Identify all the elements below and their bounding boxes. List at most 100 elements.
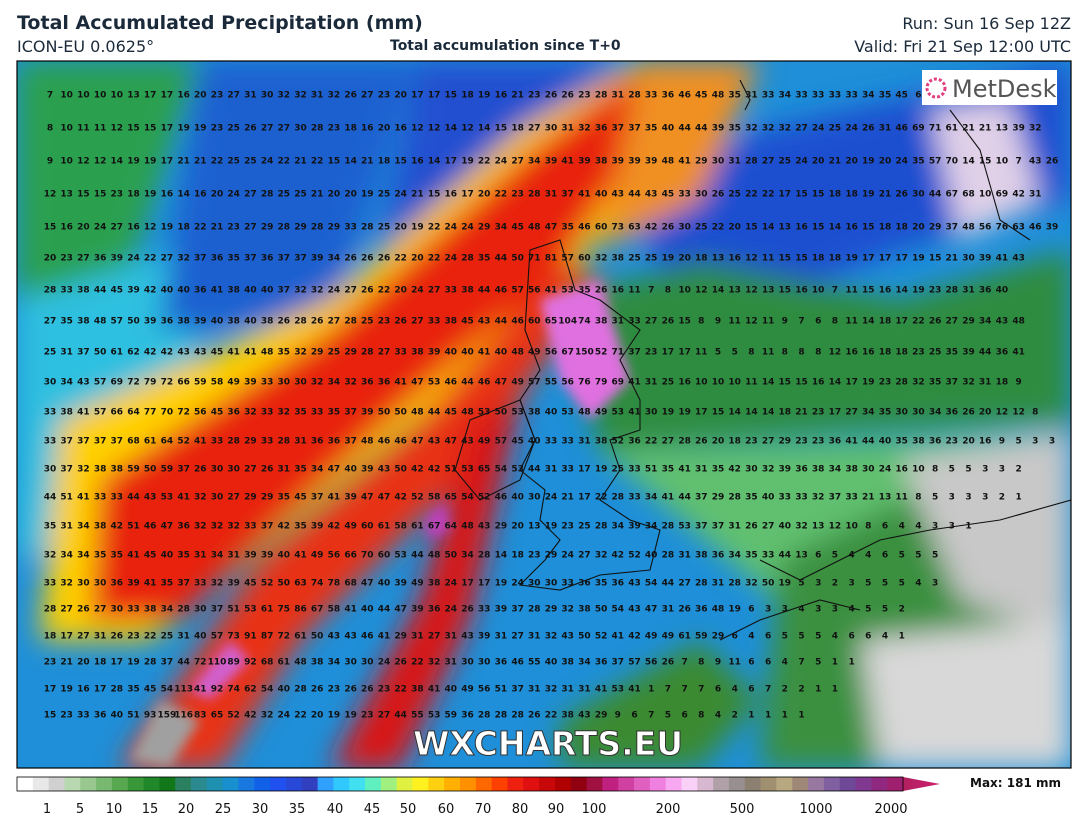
grid-value: 22 xyxy=(478,157,491,167)
grid-value: 46 xyxy=(578,223,591,233)
grid-value: 59 xyxy=(194,378,207,388)
grid-value: 50 xyxy=(394,408,407,418)
grid-value: 16 xyxy=(862,348,875,358)
grid-value: 37 xyxy=(695,522,708,532)
grid-value: 9 xyxy=(715,317,721,327)
grid-value: 45 xyxy=(211,348,224,358)
grid-value: 40 xyxy=(545,658,558,668)
colorbar-cell xyxy=(681,777,698,791)
grid-value: 5 xyxy=(899,551,905,561)
grid-value: 28 xyxy=(495,711,508,721)
grid-value: 41 xyxy=(428,685,441,695)
grid-value: 16 xyxy=(161,190,174,200)
grid-value: 31 xyxy=(278,465,291,475)
grid-value: 39 xyxy=(545,157,558,167)
grid-value: 6 xyxy=(748,658,754,668)
grid-value: 35 xyxy=(595,579,608,589)
grid-value: 74 xyxy=(311,579,324,589)
grid-value: 42 xyxy=(144,348,157,358)
grid-value: 46 xyxy=(495,286,508,296)
grid-value: 30 xyxy=(261,91,274,101)
grid-value: 26 xyxy=(678,605,691,615)
grid-value: 47 xyxy=(394,605,407,615)
grid-value: 39 xyxy=(261,551,274,561)
grid-value: 57 xyxy=(528,378,541,388)
grid-value: 33 xyxy=(779,493,792,503)
grid-value: 1 xyxy=(848,658,854,668)
grid-value: 6 xyxy=(765,632,771,642)
grid-value: 27 xyxy=(662,437,675,447)
grid-value: 32 xyxy=(261,711,274,721)
grid-value: 31 xyxy=(979,378,992,388)
grid-value: 34 xyxy=(328,378,341,388)
grid-value: 28 xyxy=(728,493,741,503)
grid-value: 23 xyxy=(795,437,808,447)
grid-value: 54 xyxy=(261,685,274,695)
grid-value: 14 xyxy=(712,286,725,296)
colorbar-label: 90 xyxy=(548,802,565,817)
grid-value: 28 xyxy=(695,579,708,589)
grid-value: 26 xyxy=(662,317,675,327)
grid-value: 19 xyxy=(361,190,374,200)
colorbar-cell xyxy=(744,777,762,791)
grid-value: 42 xyxy=(278,522,291,532)
grid-value: 30 xyxy=(712,157,725,167)
grid-value: 53 xyxy=(511,465,524,475)
grid-value: 43 xyxy=(344,632,357,642)
colorbar-cell xyxy=(539,777,556,791)
grid-value: 37 xyxy=(612,658,625,668)
grid-value: 5 xyxy=(932,551,938,561)
colorbar-label: 2000 xyxy=(874,802,907,817)
grid-value: 39 xyxy=(311,522,324,532)
grid-value: 25 xyxy=(662,378,675,388)
grid-value: 28 xyxy=(227,437,240,447)
grid-value: 30 xyxy=(528,493,541,503)
grid-value: 30 xyxy=(478,658,491,668)
grid-value: 15 xyxy=(779,254,792,264)
grid-value: 86 xyxy=(294,605,307,615)
grid-value: 5 xyxy=(915,551,921,561)
grid-value: 15 xyxy=(779,286,792,296)
grid-value: 35 xyxy=(127,685,140,695)
grid-value: 27 xyxy=(528,124,541,134)
grid-value: 4 xyxy=(848,605,854,615)
grid-value: 16 xyxy=(979,437,992,447)
grid-value: 41 xyxy=(227,348,240,358)
grid-value: 35 xyxy=(177,551,190,561)
colorbar-cell xyxy=(396,777,414,791)
grid-value: 48 xyxy=(294,658,307,668)
value-grid: 7 10 10 10 10 13 17 17 16 20 23 27 31 30 32 32 31 32 26 27 2… xyxy=(44,91,1059,721)
grid-value: 17 xyxy=(161,91,174,101)
grid-value: 37 xyxy=(278,286,291,296)
grid-value: 27 xyxy=(94,605,107,615)
grid-value: 32 xyxy=(294,286,307,296)
grid-value: 16 xyxy=(845,223,858,233)
grid-value: 15 xyxy=(44,711,57,721)
grid-value: 36 xyxy=(795,465,808,475)
grid-value: 32 xyxy=(545,685,558,695)
grid-value: 19 xyxy=(728,605,741,615)
grid-value: 81 xyxy=(545,254,558,264)
grid-value: 22 xyxy=(394,685,407,695)
grid-value: 32 xyxy=(595,551,608,561)
grid-value: 57 xyxy=(561,254,574,264)
grid-value: 28 xyxy=(294,317,307,327)
grid-value: 27 xyxy=(328,317,341,327)
grid-value: 41 xyxy=(478,348,491,358)
grid-value: 72 xyxy=(278,632,291,642)
grid-value: 23 xyxy=(44,658,57,668)
grid-value: 45 xyxy=(461,317,474,327)
grid-value: 60 xyxy=(361,522,374,532)
grid-value: 48 xyxy=(662,157,675,167)
grid-value: 27 xyxy=(946,317,959,327)
colorbar-cell xyxy=(301,777,319,791)
grid-value: 22 xyxy=(144,632,157,642)
grid-value: 6 xyxy=(882,522,888,532)
grid-value: 43 xyxy=(328,632,341,642)
grid-value: 28 xyxy=(745,157,758,167)
grid-value: 8 xyxy=(832,317,838,327)
grid-value: 41 xyxy=(194,685,207,695)
grid-value: 17 xyxy=(445,157,458,167)
grid-value: 24 xyxy=(278,711,291,721)
grid-value: 61 xyxy=(111,348,124,358)
